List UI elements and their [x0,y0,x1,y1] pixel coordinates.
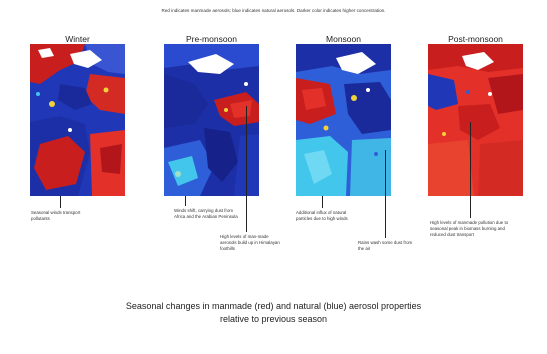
aerosol-map-winter [30,44,125,196]
leader-line-pre-monsoon-dust [185,196,186,206]
leader-line-post-monsoon [470,122,471,218]
annotation-monsoon-rain: Rains wash some dust from the air [358,240,413,252]
caption-line-1: Seasonal changes in manmade (red) and na… [125,301,422,311]
leader-line-monsoon-influx [322,196,323,208]
annotation-monsoon-influx: Additional influx of natural particles d… [296,210,348,222]
aerosol-map-pre-monsoon [164,44,259,196]
legend-note: Red indicates manmade aerosols; blue ind… [161,8,386,13]
aerosol-map-monsoon [296,44,391,196]
leader-line-pre-monsoon-foothills [246,106,247,232]
aerosol-map-post-monsoon [428,44,523,196]
caption-line-2: relative to previous season [219,314,328,324]
annotation-pre-monsoon-foothills: High levels of man-made aerosols build u… [220,234,280,252]
annotation-post-monsoon-burning: High levels of manmade pollution due to … [430,220,509,238]
annotation-pre-monsoon-dust: Winds shift, carrying dust from Africa a… [174,208,238,220]
panel-title-monsoon: Monsoon [326,34,361,44]
panel-title-winter: Winter [65,34,90,44]
annotation-winter-winds: Seasonal winds transport pollutants [31,210,81,222]
figure-caption: Seasonal changes in manmade (red) and na… [0,300,547,326]
panel-title-pre-monsoon: Pre-monsoon [185,34,238,44]
leader-line-monsoon-rain [385,150,386,238]
panel-title-post-monsoon: Post-monsoon [448,34,503,44]
leader-line-winter [60,196,61,208]
